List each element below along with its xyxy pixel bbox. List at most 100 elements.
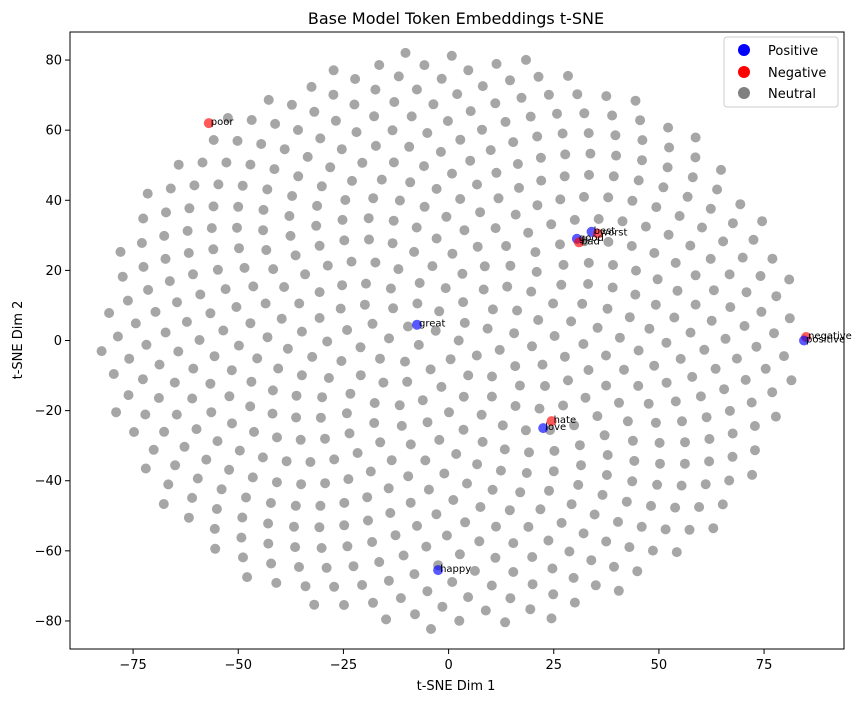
neutral-point: [701, 412, 712, 423]
neutral-point: [537, 359, 548, 370]
neutral-point: [535, 152, 546, 163]
neutral-point: [388, 303, 399, 314]
neutral-point: [569, 420, 580, 431]
neutral-point: [486, 391, 497, 402]
neutral-point: [720, 333, 731, 344]
neutral-point: [560, 149, 571, 160]
neutral-point: [302, 151, 313, 162]
neutral-point: [306, 81, 317, 92]
neutral-point: [556, 279, 567, 290]
neutral-point: [220, 284, 231, 295]
neutral-point: [626, 241, 637, 251]
neutral-point: [505, 260, 516, 271]
neutral-point: [96, 346, 107, 357]
neutral-point: [153, 393, 164, 403]
neutral-point: [548, 298, 559, 309]
neutral-point: [417, 395, 428, 406]
neutral-point: [312, 200, 323, 211]
neutral-point: [314, 240, 325, 251]
neutral-point: [463, 592, 474, 603]
neutral-point: [374, 557, 385, 567]
neutral-point: [719, 384, 730, 395]
neutral-point: [497, 420, 508, 431]
neutral-point: [614, 397, 624, 408]
neutral-point: [284, 211, 295, 221]
neutral-point: [383, 575, 394, 586]
neutral-point: [431, 509, 442, 520]
neutral-point: [708, 285, 719, 296]
neutral-point: [627, 476, 638, 487]
neutral-point: [239, 262, 250, 273]
neutral-point: [543, 535, 554, 546]
neutral-point: [422, 586, 433, 597]
neutral-point: [300, 581, 311, 592]
neutral-point: [188, 269, 198, 280]
neutral-point: [727, 451, 738, 462]
neutral-point: [142, 188, 153, 199]
neutral-point: [610, 130, 621, 141]
legend: Positive Negative Neutral: [723, 36, 839, 108]
neutral-point: [400, 356, 410, 367]
neutral-point: [263, 94, 274, 105]
neutral-point: [346, 256, 357, 267]
neutral-point: [300, 269, 311, 280]
neutral-point: [296, 370, 307, 381]
neutral-point: [755, 271, 766, 281]
neutral-point: [624, 542, 635, 553]
neutral-point: [566, 499, 577, 510]
neutral-point: [676, 480, 687, 491]
neutral-point: [460, 517, 471, 528]
neutral-point: [290, 500, 301, 511]
neutral-point: [624, 312, 635, 323]
neutral-point: [543, 89, 554, 100]
neutral-point: [515, 487, 526, 498]
neutral-point: [584, 169, 594, 180]
neutral-point: [687, 172, 698, 183]
neutral-point: [727, 428, 738, 439]
neutral-point: [328, 89, 339, 100]
neutral-point: [419, 60, 430, 71]
neutral-point: [583, 279, 594, 289]
neutral-point: [296, 326, 307, 337]
neutral-point: [412, 298, 423, 309]
neutral-point: [160, 253, 171, 264]
neutral-point: [592, 411, 603, 422]
neutral-point: [649, 248, 660, 258]
neutral-point: [385, 283, 396, 294]
neutral-point: [210, 543, 221, 554]
neutral-point: [549, 331, 560, 341]
neutral-point: [435, 146, 446, 157]
neutral-point: [208, 201, 219, 212]
neutral-point: [365, 466, 376, 477]
neutral-point: [746, 397, 757, 408]
neutral-point: [601, 350, 611, 361]
neutral-point: [124, 353, 135, 364]
neutral-point: [717, 499, 728, 510]
neutral-point: [549, 445, 560, 456]
neutral-point: [234, 445, 245, 456]
neutral-point: [137, 374, 148, 385]
neutral-point: [608, 260, 618, 270]
neutral-point: [617, 216, 628, 227]
annotation-worst: worst: [600, 228, 628, 239]
neutral-point: [148, 444, 159, 455]
neutral-point: [750, 445, 760, 456]
neutral-point: [441, 211, 452, 222]
neutral-point: [169, 377, 180, 388]
neutral-point: [269, 164, 280, 175]
neutral-point: [141, 339, 152, 350]
neutral-point: [188, 363, 199, 374]
neutral-point: [718, 236, 729, 247]
neutral-point: [409, 569, 420, 580]
neutral-point: [478, 284, 489, 295]
neutral-point: [218, 325, 229, 336]
annotation-great: great: [419, 319, 446, 330]
neutral-point: [531, 266, 542, 277]
neutral-point: [442, 116, 453, 126]
neutral-point: [321, 562, 332, 573]
neutral-point: [583, 128, 594, 139]
neutral-point: [258, 225, 269, 236]
neutral-point: [508, 567, 519, 577]
neutral-point: [314, 313, 325, 323]
neutral-point: [409, 246, 420, 257]
